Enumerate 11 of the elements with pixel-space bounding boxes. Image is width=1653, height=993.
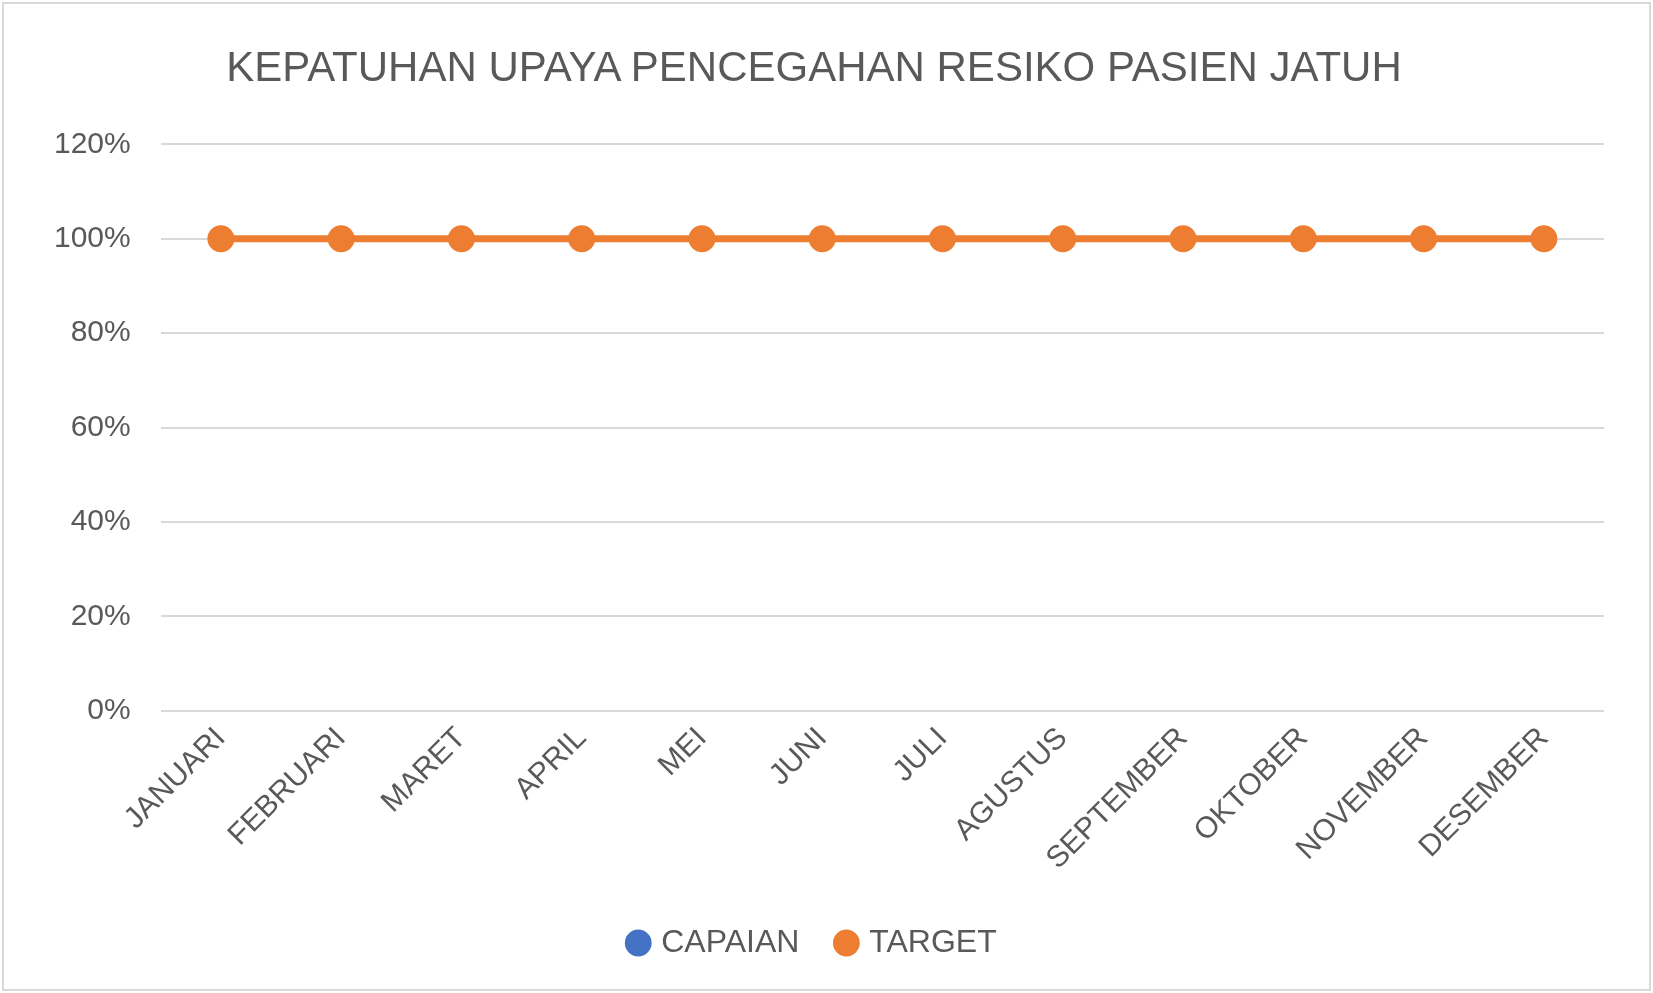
y-tick-label: 0%: [87, 691, 131, 725]
legend-label: TARGET: [869, 922, 997, 959]
y-tick-label: 40%: [70, 503, 131, 537]
y-tick-label: 20%: [70, 597, 131, 631]
y-tick-label: 120%: [53, 125, 131, 159]
y-tick-label: 100%: [53, 220, 131, 254]
chart-title: KEPATUHAN UPAYA PENCEGAHAN RESIKO PASIEN JATUH: [226, 42, 1402, 90]
legend-label: CAPAIAN: [661, 922, 800, 959]
y-tick-label: 60%: [70, 408, 131, 442]
x-tick-label: MEI: [650, 720, 713, 782]
y-tick-label: 80%: [70, 314, 131, 348]
